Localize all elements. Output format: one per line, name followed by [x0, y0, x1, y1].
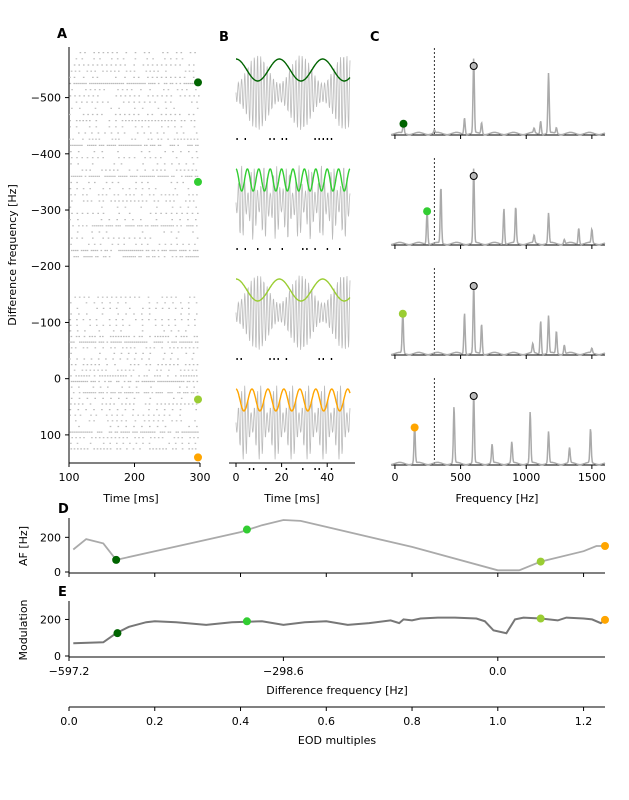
panel-a-xlabel: Time [ms]	[102, 492, 158, 505]
panel-b-xtick-label: 20	[275, 471, 289, 484]
panel-e-modulation-line	[73, 616, 606, 645]
panel-b-xlabel: Time [ms]	[263, 492, 319, 505]
panel-d-ylabel: AF [Hz]	[17, 526, 30, 566]
panel-b-envelope	[236, 278, 351, 302]
panel-c-eod-marker	[469, 282, 478, 290]
panel-e-xtick-secondary-label: 0.8	[403, 715, 421, 728]
panel-a-xtick-label: 200	[124, 471, 145, 484]
panel-e-ytick-label: 0	[54, 650, 61, 663]
panel-b-beat-trace	[235, 165, 351, 240]
panel-e-xtick-label: −298.6	[263, 665, 304, 678]
panel-a-ytick-label: −400	[31, 148, 61, 161]
panel-e-marker	[113, 629, 122, 638]
panel-b-xtick-label: 40	[320, 471, 334, 484]
panel-e-xtick-secondary-label: 1.2	[575, 715, 593, 728]
panel-e-xtick-secondary-label: 0.2	[146, 715, 164, 728]
panel-e-marker	[242, 617, 251, 626]
panel-a-ytick-label: 0	[54, 373, 61, 386]
panel-e-marker	[601, 615, 609, 624]
panel-c-eod-marker	[469, 172, 478, 180]
panel-d-marker	[536, 557, 545, 566]
panel-c-xlabel: Frequency [Hz]	[456, 492, 539, 505]
panel-label-e: E	[58, 585, 67, 600]
panel-c-af-marker	[423, 207, 432, 216]
panel-e-ylabel: Modulation	[17, 599, 30, 660]
panel-c-spectrum	[390, 285, 606, 356]
panel-a-ytick-label: 100	[40, 429, 61, 442]
panel-c-eod-marker	[469, 392, 478, 400]
panel-label-a: A	[57, 27, 67, 42]
panel-b-spikes	[236, 248, 341, 250]
panel-b-envelope	[235, 168, 351, 192]
panel-d-marker	[242, 525, 251, 534]
panel-c-spectrum	[390, 394, 606, 466]
panel-b-envelope	[236, 58, 351, 82]
panel-d-ytick-label: 200	[40, 531, 61, 544]
panel-b-spikes	[248, 468, 333, 470]
panel-e-marker	[536, 614, 545, 623]
panel-b-beats: Time [ms] 0 20 40	[229, 55, 355, 505]
panel-b-envelope	[235, 388, 351, 412]
panel-a-xtick-label: 100	[59, 471, 80, 484]
panel-a-marker	[194, 177, 202, 186]
panel-e-xtick-label: −597.2	[49, 665, 90, 678]
panel-c-xtick-label: 0	[391, 471, 398, 484]
panel-label-d: D	[58, 502, 69, 517]
panel-b-beat-trace	[235, 385, 351, 460]
panel-d-ytick-label: 0	[54, 566, 61, 579]
panel-a-ylabel: Difference frequency [Hz]	[6, 184, 19, 326]
panel-d-marker	[112, 555, 121, 564]
panel-d-af: AF [Hz] 0 200	[17, 518, 609, 579]
panel-a-marker	[194, 453, 202, 462]
panel-b-beat-trace	[235, 55, 351, 130]
panel-c-af-marker	[410, 423, 419, 432]
panel-a-xtick-label: 300	[190, 471, 211, 484]
panel-c-spectra: Frequency [Hz] 0 500 1000 1500	[390, 48, 606, 505]
panel-e-modulation: Modulation Difference frequency [Hz] EOD…	[17, 599, 609, 747]
panel-d-marker	[601, 542, 609, 550]
panel-a-marker	[194, 395, 202, 404]
panel-a-ytick-label: −200	[31, 260, 61, 273]
panel-d-af-line	[72, 519, 605, 572]
panel-c-eod-marker	[469, 62, 478, 70]
panel-a-ytick-label: −100	[31, 316, 61, 329]
panel-b-xtick-label: 0	[233, 471, 240, 484]
panel-e-xlabel: Difference frequency [Hz]	[266, 684, 408, 697]
panel-e-xtick-secondary-label: 1.0	[489, 715, 507, 728]
panel-e-xtick-secondary-label: 0.6	[318, 715, 336, 728]
panel-c-af-marker	[398, 309, 407, 318]
panel-c-spectrum	[390, 168, 606, 246]
panel-b-spikes	[236, 138, 333, 140]
panel-b-beat-trace	[235, 275, 351, 350]
panel-c-xtick-label: 1500	[578, 471, 606, 484]
panel-a-marker	[194, 78, 202, 87]
panel-a-ytick-label: −300	[31, 204, 61, 217]
panel-e-xtick-label: 0.0	[489, 665, 507, 678]
panel-label-c: C	[370, 30, 380, 45]
panel-e-xtick-secondary-label: 0.4	[232, 715, 250, 728]
panel-e-ytick-label: 200	[40, 613, 61, 626]
panel-e-xlabel-secondary: EOD multiples	[298, 734, 376, 747]
panel-a-raster: Time [ms] Difference frequency [Hz] 100 2…	[6, 47, 211, 505]
panel-b-spikes	[236, 358, 333, 360]
panel-c-af-marker	[399, 119, 408, 128]
panel-c-xtick-label: 1000	[512, 471, 540, 484]
panel-e-xtick-secondary-label: 0.0	[60, 715, 78, 728]
panel-c-spectrum	[390, 58, 606, 136]
panel-c-xtick-label: 500	[450, 471, 471, 484]
panel-a-ytick-label: −500	[31, 92, 61, 105]
panel-label-b: B	[219, 30, 229, 45]
